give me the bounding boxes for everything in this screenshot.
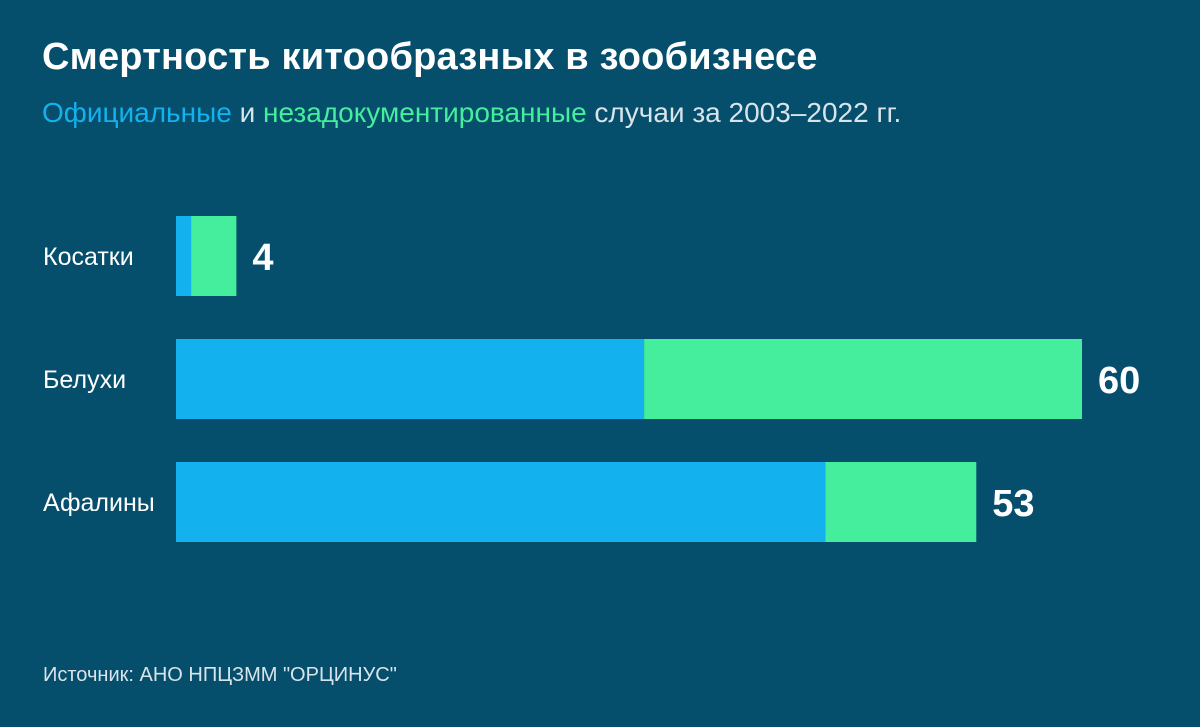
bar-orcas-undocumented bbox=[191, 216, 237, 296]
bar-orcas-official bbox=[176, 216, 192, 296]
total-label-bottlenose: 53 bbox=[992, 483, 1034, 525]
bar-bottlenose-undocumented bbox=[825, 462, 977, 542]
chart-title: Смертность китообразных в зообизнесе bbox=[42, 36, 818, 78]
source-note: Источник: АНО НПЦЗММ "ОРЦИНУС" bbox=[43, 664, 397, 686]
total-label-belugas: 60 bbox=[1098, 360, 1140, 402]
category-label-orcas: Косатки bbox=[43, 243, 134, 271]
legend-undocumented: незадокументированные bbox=[263, 97, 587, 128]
bar-bottlenose-official bbox=[176, 462, 826, 542]
subtitle-period: случаи за 2003–2022 гг. bbox=[594, 97, 902, 128]
total-label-orcas: 4 bbox=[252, 237, 273, 279]
category-label-bottlenose: Афалины bbox=[43, 489, 155, 517]
bar-belugas-official bbox=[176, 339, 645, 419]
subtitle-and: и bbox=[239, 97, 256, 128]
chart-subtitle: Официальные и незадокументированные случ… bbox=[42, 97, 901, 129]
legend-official: Официальные bbox=[42, 97, 232, 128]
bar-belugas-undocumented bbox=[644, 339, 1082, 419]
category-label-belugas: Белухи bbox=[43, 366, 126, 394]
